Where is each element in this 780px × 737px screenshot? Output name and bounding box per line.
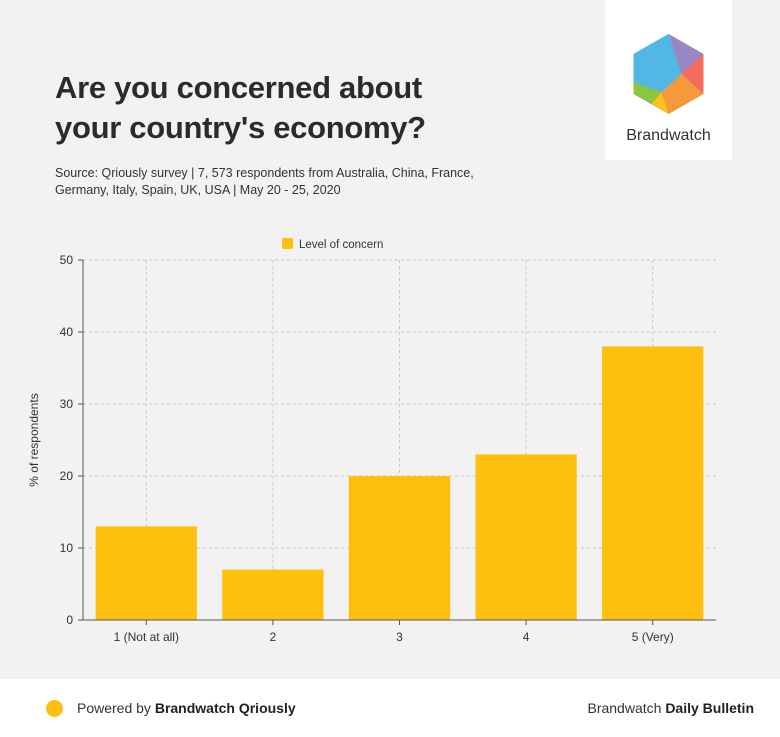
y-tick-label: 30 bbox=[60, 397, 74, 411]
title-line-2: your country's economy? bbox=[55, 110, 426, 145]
bar bbox=[348, 476, 451, 620]
footer-bar: Powered by Brandwatch Qriously Brandwatc… bbox=[0, 679, 780, 737]
y-tick-label: 40 bbox=[60, 325, 74, 339]
bar bbox=[602, 346, 704, 620]
bar-chart: 0 10 20 30 40 50 1 (Not at all) 2 3 4 5 (Very) % of… bbox=[27, 238, 716, 644]
y-tick-label: 20 bbox=[60, 469, 74, 483]
x-tick-label: 2 bbox=[270, 630, 277, 644]
brand-logo-card: Brandwatch bbox=[605, 0, 732, 160]
y-tick-label: 10 bbox=[60, 541, 74, 555]
y-axis-title: % of respondents bbox=[27, 393, 41, 486]
bar bbox=[222, 569, 324, 620]
brandwatch-hexagon-icon bbox=[633, 34, 704, 114]
legend-label: Level of concern bbox=[299, 239, 383, 251]
x-tick-label: 5 (Very) bbox=[632, 630, 674, 644]
title-line-1: Are you concerned about bbox=[55, 70, 422, 105]
x-tick-label: 1 (Not at all) bbox=[114, 630, 179, 644]
brand-logo-text: Brandwatch bbox=[626, 127, 711, 144]
daily-bulletin-text: Brandwatch Daily Bulletin bbox=[587, 700, 754, 716]
y-tick-label: 50 bbox=[60, 253, 74, 267]
bar bbox=[95, 526, 197, 620]
legend-swatch bbox=[282, 238, 293, 249]
footer-dot-icon bbox=[46, 700, 63, 717]
bar bbox=[475, 454, 577, 620]
chart-title: Are you concerned about your country's e… bbox=[55, 68, 515, 148]
bulletin-prefix: Brandwatch bbox=[587, 700, 666, 716]
powered-prefix: Powered by bbox=[77, 700, 155, 716]
source-note: Source: Qriously survey | 7, 573 respond… bbox=[55, 166, 474, 197]
powered-brand: Brandwatch Qriously bbox=[154, 700, 296, 716]
y-tick-label: 0 bbox=[66, 613, 73, 627]
x-tick-label: 3 bbox=[396, 630, 403, 644]
bulletin-brand: Daily Bulletin bbox=[665, 700, 754, 716]
x-tick-label: 4 bbox=[523, 630, 530, 644]
powered-by-text: Powered by Brandwatch Qriously bbox=[77, 700, 296, 716]
